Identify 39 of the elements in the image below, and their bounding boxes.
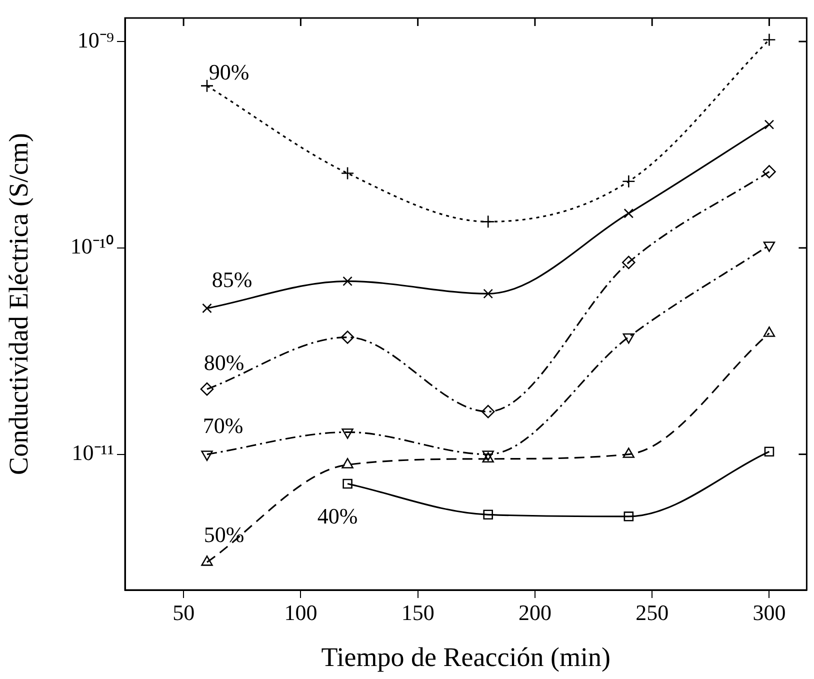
point [762, 33, 776, 46]
series-label: 85% [212, 267, 252, 292]
y-tick-label: 10⁻¹⁰ [70, 234, 114, 259]
y-axis-title: Conductividad Eléctrica (S/cm) [3, 133, 34, 475]
point [342, 478, 352, 489]
x-tick-label: 300 [752, 600, 786, 625]
y-tick-label: 10⁻⁹ [77, 27, 114, 52]
x-tick-label: 150 [401, 600, 434, 625]
point [342, 458, 354, 468]
point [481, 215, 495, 228]
point [624, 512, 634, 522]
series-label: 50% [204, 522, 244, 547]
y-tick-label: 10⁻¹¹ [72, 440, 114, 466]
series-label: 40% [317, 504, 358, 529]
x-axis-title: Tiempo de Reacción (min) [321, 642, 610, 672]
point [201, 556, 213, 566]
point [340, 330, 354, 344]
point [622, 448, 635, 458]
point [622, 256, 636, 270]
point [340, 166, 354, 180]
series-label: 80% [204, 350, 244, 375]
point [764, 120, 774, 130]
x-tick-label: 200 [518, 600, 552, 625]
point [483, 510, 493, 520]
point [763, 326, 776, 337]
x-tick-label: 100 [284, 600, 318, 625]
point [200, 79, 214, 92]
x-tick-label: 50 [172, 600, 195, 625]
point [200, 382, 214, 396]
point [202, 303, 212, 314]
point [624, 208, 634, 218]
x-tick-label: 250 [636, 600, 669, 625]
point [342, 276, 352, 286]
point [481, 404, 495, 418]
series-label: 70% [202, 413, 244, 438]
point [483, 288, 493, 299]
point [762, 165, 776, 178]
series-label: 90% [208, 60, 250, 85]
point [764, 446, 774, 457]
